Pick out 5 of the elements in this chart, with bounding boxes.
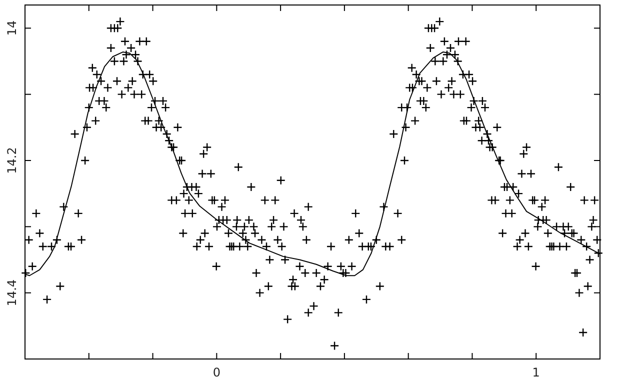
y-tick-label: 14.4 <box>5 279 19 306</box>
y-tick-label: 14 <box>5 20 19 36</box>
x-tick-label: 1 <box>532 366 540 380</box>
x-tick-label: 0 <box>212 366 220 380</box>
y-tick-label: 14.2 <box>5 147 19 174</box>
